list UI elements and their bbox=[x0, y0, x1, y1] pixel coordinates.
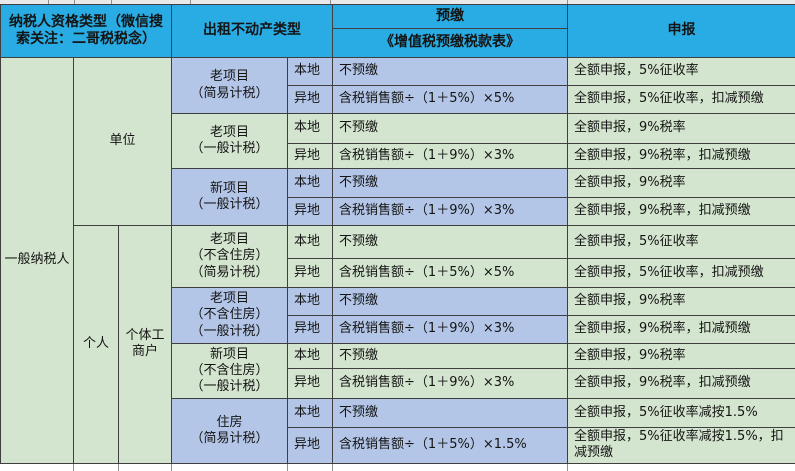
cell-prepay-r12: 含税销售额÷（1＋9%）×3% bbox=[332, 368, 569, 399]
cell-location-r6: 异地 bbox=[287, 197, 334, 226]
gridline-stub bbox=[74, 0, 75, 4]
partial-row-below bbox=[0, 463, 795, 471]
cell-declare-r4: 全额申报，9%税率，扣减预缴 bbox=[567, 143, 795, 169]
header-prepay-form-title: 《增值税预缴税款表》 bbox=[332, 28, 569, 58]
partial-row-above bbox=[0, 0, 795, 4]
cell-prepay-r8: 含税销售额÷（1＋5%）×5% bbox=[332, 258, 569, 288]
header-property-type: 出租不动产类型 bbox=[171, 4, 334, 58]
cell-declare-r14: 全额申报，5%征收率减按1.5%，扣减预缴 bbox=[567, 427, 795, 464]
cell-location-r11: 本地 bbox=[287, 343, 334, 369]
cell-project-2: 老项目 （一般计税） bbox=[171, 113, 289, 169]
gridline-stub bbox=[48, 0, 49, 4]
cell-declare-r12: 全额申报，9%税率，扣减预缴 bbox=[567, 368, 795, 399]
cell-location-r5: 本地 bbox=[287, 168, 334, 198]
cell-location-r14: 异地 bbox=[287, 427, 334, 464]
gridline-stub bbox=[111, 0, 112, 4]
vat-rental-tax-table: 纳税人资格类型（微信搜索关注：二哥税税念） 出租不动产类型 预缴 申报 《增值税… bbox=[0, 4, 795, 464]
cell-location-r2: 异地 bbox=[287, 85, 334, 114]
gridline-stub bbox=[287, 463, 288, 471]
cell-location-r9: 本地 bbox=[287, 287, 334, 316]
cell-location-r12: 异地 bbox=[287, 368, 334, 399]
cell-entity-individual: 个人 bbox=[73, 225, 119, 464]
cell-project-7: 住房 （简易计税） bbox=[171, 398, 289, 464]
cell-prepay-r5: 不预缴 bbox=[332, 168, 569, 198]
header-taxpayer-type: 纳税人资格类型（微信搜索关注：二哥税税念） bbox=[0, 4, 173, 58]
cell-declare-r1: 全额申报，5%征收率 bbox=[567, 57, 795, 86]
cell-declare-r11: 全额申报，9%税率 bbox=[567, 343, 795, 369]
cell-taxpayer-general: 一般纳税人 bbox=[0, 57, 74, 464]
cell-entity-unit: 单位 bbox=[72, 57, 173, 226]
cell-declare-r9: 全额申报，9%税率 bbox=[567, 287, 795, 316]
cell-location-r1: 本地 bbox=[287, 57, 334, 86]
gridline-stub bbox=[171, 463, 172, 471]
gridline-stub bbox=[73, 463, 74, 471]
cell-location-r8: 异地 bbox=[287, 258, 334, 288]
gridline-stub bbox=[190, 0, 191, 4]
cell-prepay-r1: 不预缴 bbox=[332, 57, 569, 86]
cell-location-r3: 本地 bbox=[287, 113, 334, 144]
gridline-stub bbox=[118, 463, 119, 471]
cell-location-r10: 异地 bbox=[287, 315, 334, 344]
cell-prepay-r9: 不预缴 bbox=[332, 287, 569, 316]
cell-prepay-r13: 不预缴 bbox=[332, 398, 569, 428]
cell-prepay-r14: 含税销售额÷（1＋5%）×1.5% bbox=[332, 427, 569, 464]
cell-prepay-r11: 不预缴 bbox=[332, 343, 569, 369]
cell-project-6: 新项目 （不含住房） （一般计税） bbox=[171, 343, 289, 399]
cell-project-3: 新项目 （一般计税） bbox=[171, 168, 289, 226]
header-prepay: 预缴 bbox=[332, 4, 569, 29]
cell-declare-r2: 全额申报，5%征收率，扣减预缴 bbox=[567, 85, 795, 114]
cell-declare-r5: 全额申报，9%税率 bbox=[567, 168, 795, 198]
gridline-stub bbox=[332, 463, 333, 471]
cell-declare-r7: 全额申报，5%征收率 bbox=[567, 225, 795, 259]
cell-location-r13: 本地 bbox=[287, 398, 334, 428]
cell-location-r4: 异地 bbox=[287, 143, 334, 169]
cell-prepay-r4: 含税销售额÷（1＋9%）×3% bbox=[332, 143, 569, 169]
cell-prepay-r6: 含税销售额÷（1＋9%）×3% bbox=[332, 197, 569, 226]
cell-declare-r6: 全额申报，9%税率，扣减预缴 bbox=[567, 197, 795, 226]
cell-declare-r13: 全额申报，5%征收率减按1.5% bbox=[567, 398, 795, 428]
cell-prepay-r10: 含税销售额÷（1＋9%）×3% bbox=[332, 315, 569, 344]
cell-prepay-r2: 含税销售额÷（1＋5%）×5% bbox=[332, 85, 569, 114]
cell-declare-r10: 全额申报，9%税率，扣减预缴 bbox=[567, 315, 795, 344]
cell-project-4: 老项目 （不含住房） （简易计税） bbox=[171, 225, 289, 288]
gridline-stub bbox=[330, 0, 331, 4]
cell-declare-r8: 全额申报，5%征收率，扣减预缴 bbox=[567, 258, 795, 288]
cell-project-1: 老项目 （简易计税） bbox=[171, 57, 289, 114]
header-declare: 申报 bbox=[567, 4, 795, 58]
cell-prepay-r7: 不预缴 bbox=[332, 225, 569, 259]
gridline-stub bbox=[567, 0, 568, 4]
cell-declare-r3: 全额申报，9%税率 bbox=[567, 113, 795, 144]
gridline-stub bbox=[567, 463, 568, 471]
cell-project-5: 老项目 （不含住房） （一般计税） bbox=[171, 287, 289, 344]
cell-location-r7: 本地 bbox=[287, 225, 334, 259]
cell-entity-sole-trader: 个体工商户 bbox=[117, 225, 173, 464]
cell-prepay-r3: 不预缴 bbox=[332, 113, 569, 144]
